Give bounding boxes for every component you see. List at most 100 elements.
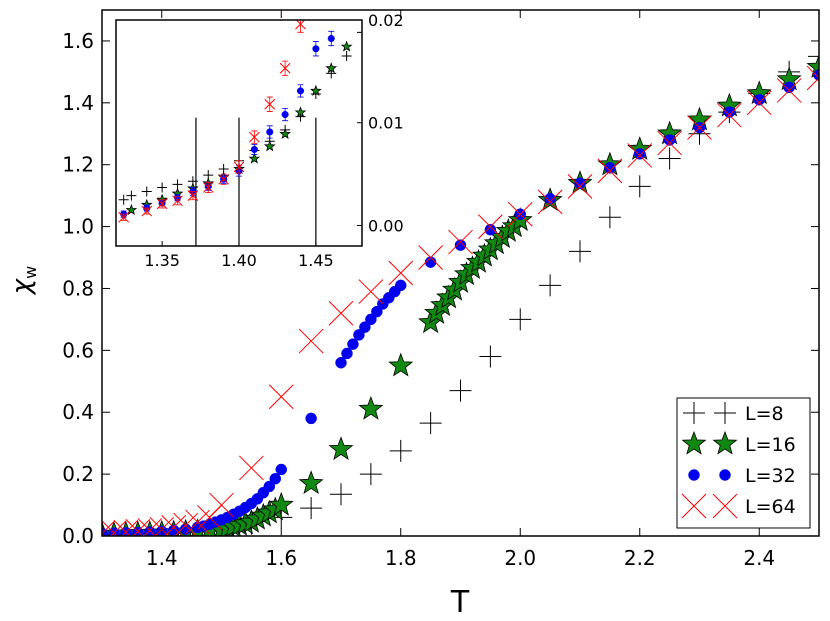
data-point xyxy=(330,483,352,506)
data-point xyxy=(137,518,163,536)
y-tick-label: 1.4 xyxy=(62,91,94,115)
data-point xyxy=(125,519,151,536)
inset-data-point xyxy=(157,182,168,193)
data-point xyxy=(328,436,354,460)
data-point xyxy=(627,143,653,168)
data-point xyxy=(449,379,472,402)
data-point xyxy=(167,524,180,536)
inset-data-point xyxy=(296,87,305,95)
data-point xyxy=(657,130,682,156)
inset-x-tick-label: 1.40 xyxy=(221,251,257,270)
inset-data-point xyxy=(156,198,168,210)
legend: L=8 L=16 L=32 L=64 xyxy=(676,397,811,529)
data-point xyxy=(113,519,139,536)
data-point xyxy=(359,463,382,486)
data-point xyxy=(395,279,407,292)
data-point xyxy=(353,329,365,341)
y-tick-label: 0.8 xyxy=(62,276,94,300)
legend-label: L=16 xyxy=(745,434,796,456)
data-point xyxy=(448,229,473,255)
data-point xyxy=(239,455,264,481)
data-point xyxy=(358,395,384,420)
inset-x-tick-label: 1.35 xyxy=(144,251,180,270)
inset-data-point xyxy=(340,40,353,52)
legend-marker xyxy=(688,469,700,481)
data-point xyxy=(783,81,795,94)
y-tick-label: 1.0 xyxy=(62,215,94,239)
data-point xyxy=(388,260,414,286)
data-point xyxy=(717,102,742,128)
inset-data-point xyxy=(264,98,276,110)
data-point xyxy=(298,470,324,495)
inset-data-point xyxy=(125,203,138,216)
main-plot: 1.4 1.6 1.8 2.0 2.2 2.4 0.0 0.2 0.4 0.6 0.8 1.0 1.2… xyxy=(62,9,820,570)
legend-marker xyxy=(681,493,707,519)
y-tick-label: 1.2 xyxy=(62,153,94,177)
legend-marker xyxy=(683,402,705,424)
inset-data-point xyxy=(312,45,320,53)
data-point xyxy=(341,347,353,360)
data-point xyxy=(305,412,317,425)
data-point xyxy=(347,338,359,350)
inset-data-point xyxy=(249,131,260,143)
data-point xyxy=(389,439,412,462)
data-point xyxy=(628,175,651,198)
legend-label: L=32 xyxy=(745,465,796,487)
y-axis-label: χw xyxy=(7,266,40,296)
data-point xyxy=(263,480,276,493)
data-point xyxy=(604,162,616,174)
data-point xyxy=(567,174,593,199)
data-point xyxy=(544,192,556,205)
data-point xyxy=(598,206,621,229)
inset-data-point xyxy=(263,140,276,152)
legend-item-l-64: L=64 xyxy=(681,493,796,519)
inset-x-tick-label: 1.45 xyxy=(298,251,334,270)
legend-item-l-8: L=8 xyxy=(683,402,784,425)
data-point xyxy=(371,305,383,318)
data-point xyxy=(102,521,115,536)
inset-data-point xyxy=(141,186,152,197)
inset-plot: 1.35 1.40 1.45 0.00 0.01 0.02 xyxy=(115,11,404,270)
legend-marker xyxy=(719,469,731,481)
inset-data-point xyxy=(250,145,258,153)
data-point xyxy=(268,384,294,410)
inset-y-tick-label: 0.02 xyxy=(368,11,404,30)
x-tick-label: 2.2 xyxy=(624,546,656,570)
data-point xyxy=(335,356,347,369)
x-tick-label: 1.6 xyxy=(265,546,297,570)
svg-text:χw: χw xyxy=(7,266,40,296)
data-point xyxy=(478,214,503,239)
data-point xyxy=(663,134,676,146)
legend-marker xyxy=(681,430,707,455)
data-point xyxy=(806,65,819,91)
inset-data-point xyxy=(218,173,229,185)
data-point xyxy=(634,148,646,160)
inset-data-point xyxy=(233,161,245,173)
data-point xyxy=(484,223,497,236)
data-point xyxy=(574,177,586,190)
x-axis-label: T xyxy=(450,585,470,620)
legend-marker xyxy=(712,493,738,519)
y-tick-label: 1.6 xyxy=(62,29,94,53)
data-point xyxy=(479,345,502,368)
data-point xyxy=(269,473,282,485)
inset-data-point xyxy=(281,110,289,119)
inset-data-point xyxy=(310,84,322,96)
data-point xyxy=(209,492,234,518)
inset-data-point xyxy=(118,211,130,223)
inset-data-point xyxy=(187,190,199,202)
y-axis-label-subscript: w xyxy=(21,266,40,279)
inset-data-point xyxy=(118,194,129,205)
data-point xyxy=(723,106,736,118)
data-point xyxy=(388,352,414,377)
data-point xyxy=(365,313,377,326)
legend-label: L=64 xyxy=(745,496,796,518)
data-point xyxy=(687,115,712,140)
data-point xyxy=(569,240,591,263)
inset-data-point xyxy=(325,62,338,74)
data-point xyxy=(102,520,127,536)
inset-y-tick-label: 0.01 xyxy=(368,114,404,133)
legend-label: L=8 xyxy=(745,403,784,425)
inset-y-tick-label: 0.00 xyxy=(368,216,404,235)
inset-data-point xyxy=(357,27,362,38)
